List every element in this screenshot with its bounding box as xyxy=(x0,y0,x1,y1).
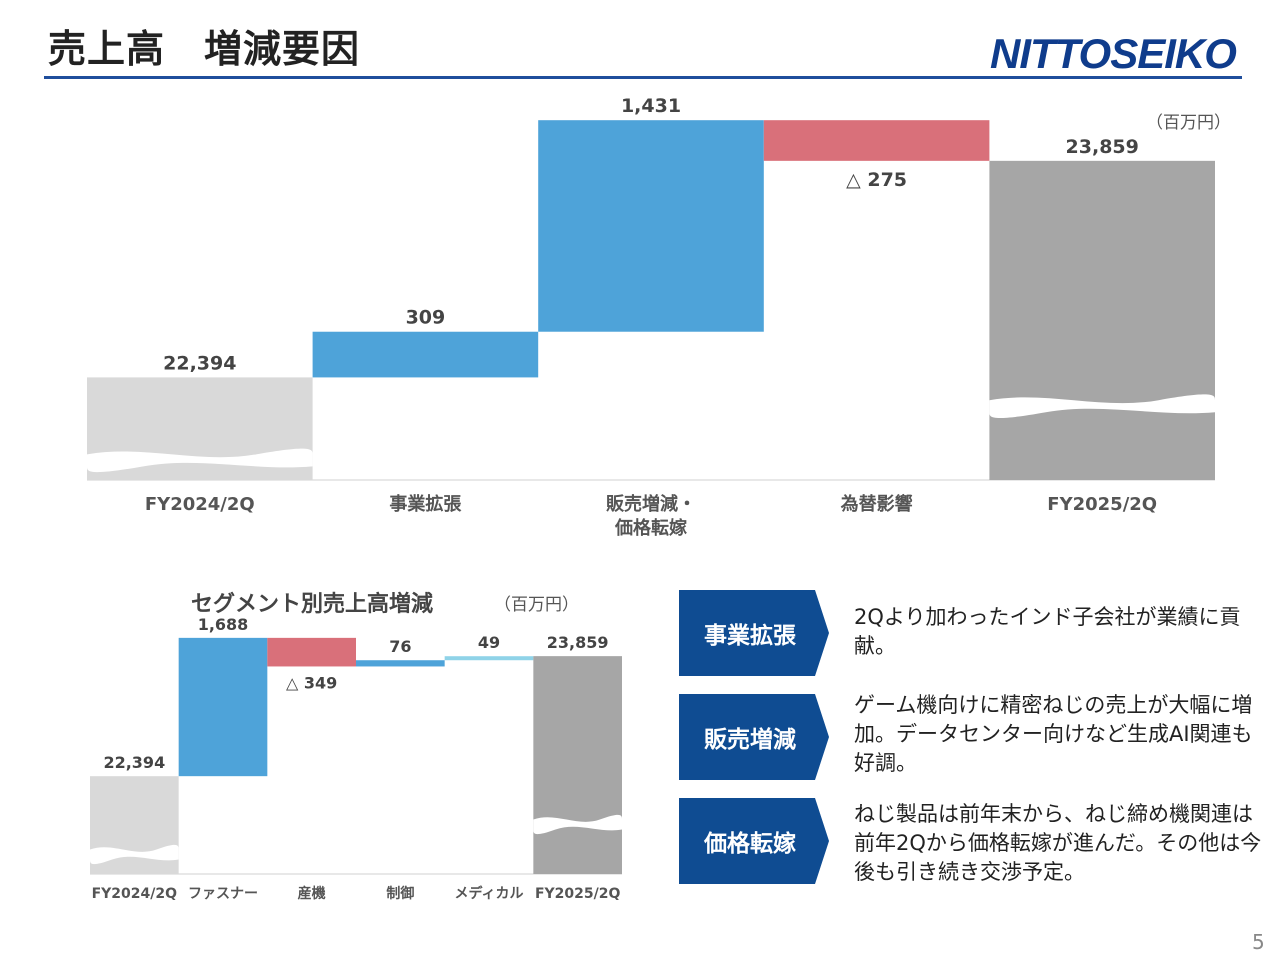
axis-break-mark xyxy=(989,394,1215,418)
data-label: 1,431 xyxy=(621,95,681,117)
category-label: FY2025/2Q xyxy=(535,886,621,902)
waterfall-bar xyxy=(763,120,990,161)
waterfall-bar xyxy=(312,331,539,378)
card-business-expansion: 事業拡張 xyxy=(679,590,829,676)
category-label: FY2025/2Q xyxy=(1047,494,1157,515)
data-label: 22,394 xyxy=(163,352,236,374)
data-label: △ 275 xyxy=(846,169,907,191)
category-label: FY2024/2Q xyxy=(92,886,178,902)
data-label: 76 xyxy=(389,637,411,656)
card-price-pass-through: 価格転嫁 xyxy=(679,798,829,884)
category-label: 制御 xyxy=(386,885,414,902)
main-chart-unit: （百万円） xyxy=(1146,113,1231,133)
data-label: 23,859 xyxy=(1066,136,1139,158)
waterfall-bar xyxy=(178,637,268,777)
waterfall-bar xyxy=(538,120,764,332)
card-label: 事業拡張 xyxy=(704,623,796,649)
data-label: 309 xyxy=(406,307,446,329)
waterfall-bar xyxy=(989,160,1215,480)
title-divider xyxy=(44,76,1242,79)
data-label: 23,859 xyxy=(547,633,609,652)
waterfall-bar xyxy=(356,660,445,667)
card-text: 2Qより加わったインド子会社が業績に貢献。 xyxy=(854,605,1241,658)
category-label: メディカル xyxy=(454,885,523,902)
axis-break-mark xyxy=(533,814,622,835)
page-title: 売上高 増減要因 xyxy=(48,27,361,71)
card-text: ねじ製品は前年末から、ねじ締め機関連は前年2Qから価格転嫁が進んだ。その他は今後… xyxy=(854,802,1262,884)
category-label: 為替影響 xyxy=(841,493,913,515)
data-label: 22,394 xyxy=(103,753,165,772)
card-arrow-shape xyxy=(679,694,829,780)
category-label: 事業拡張 xyxy=(389,493,462,515)
category-label: ファスナー xyxy=(188,886,258,902)
segment-chart-unit: （百万円） xyxy=(494,595,579,615)
data-label: 49 xyxy=(478,633,500,652)
waterfall-bar xyxy=(444,656,534,661)
axis-break-mark xyxy=(87,448,313,473)
category-label: FY2024/2Q xyxy=(145,494,255,515)
card-text: ゲーム機向けに精密ねじの売上が大幅に増加。データセンター向けなど生成AI関連も好… xyxy=(854,693,1253,775)
category-label: 販売増減・ xyxy=(606,493,696,515)
card-arrow-shape xyxy=(679,590,829,676)
card-label: 販売増減 xyxy=(704,727,796,753)
category-label: 価格転嫁 xyxy=(614,517,687,539)
data-label: △ 349 xyxy=(286,673,337,692)
axis-break-mark xyxy=(90,844,179,865)
card-label: 価格転嫁 xyxy=(704,831,796,857)
card-sales-change: 販売増減 xyxy=(679,694,829,780)
segment-chart-title: セグメント別売上高増減 xyxy=(191,591,433,617)
waterfall-bar xyxy=(533,656,622,874)
waterfall-bar xyxy=(267,637,356,667)
category-label: 産機 xyxy=(298,885,326,902)
card-arrow-shape xyxy=(679,798,829,884)
page-number: 5 xyxy=(1252,930,1265,954)
data-label: 1,688 xyxy=(198,615,249,634)
company-logo: NITTOSEIKO xyxy=(990,30,1237,77)
